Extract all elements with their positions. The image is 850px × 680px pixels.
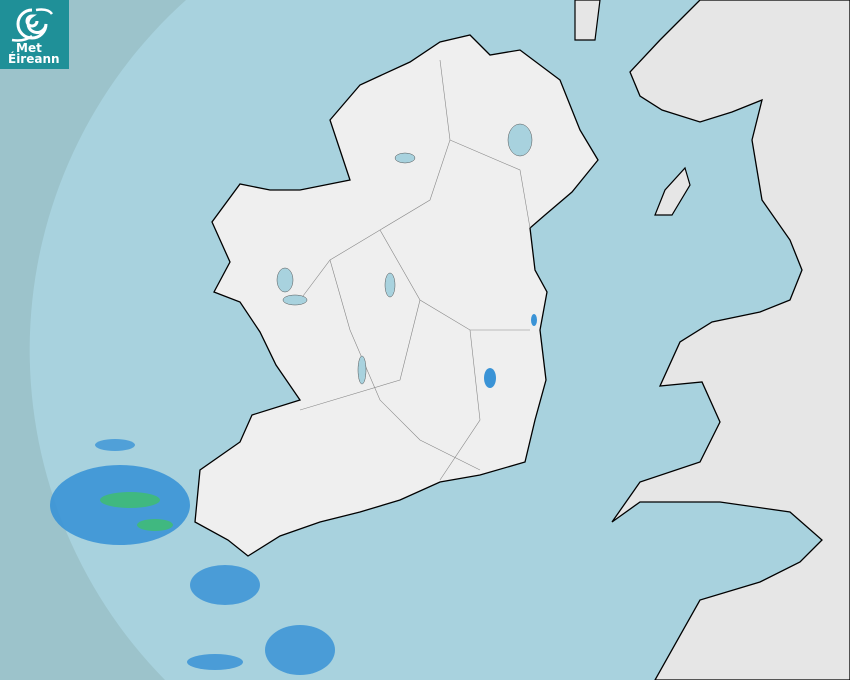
swirl-icon: [11, 8, 54, 42]
rain-echo: [484, 368, 496, 388]
met-eireann-logo: Met Éireann: [0, 0, 69, 69]
great-britain-landmass: [611, 0, 850, 680]
isle-of-man: [654, 166, 691, 216]
rain-echo: [187, 654, 243, 670]
rain-echo: [531, 314, 537, 326]
ireland-landmass: [194, 34, 599, 557]
rain-echo: [95, 439, 135, 451]
rain-echo: [190, 565, 260, 605]
logo-text-eireann: Éireann: [8, 52, 60, 66]
lakes: [276, 123, 533, 385]
scottish-island: [574, 0, 601, 41]
county-borders: [299, 59, 531, 481]
logo-text-met: Met: [16, 41, 42, 55]
rain-echo: [265, 625, 335, 675]
radar-echoes: [50, 314, 537, 675]
rain-echo-moderate: [137, 519, 173, 531]
rain-echo-moderate: [100, 492, 160, 508]
